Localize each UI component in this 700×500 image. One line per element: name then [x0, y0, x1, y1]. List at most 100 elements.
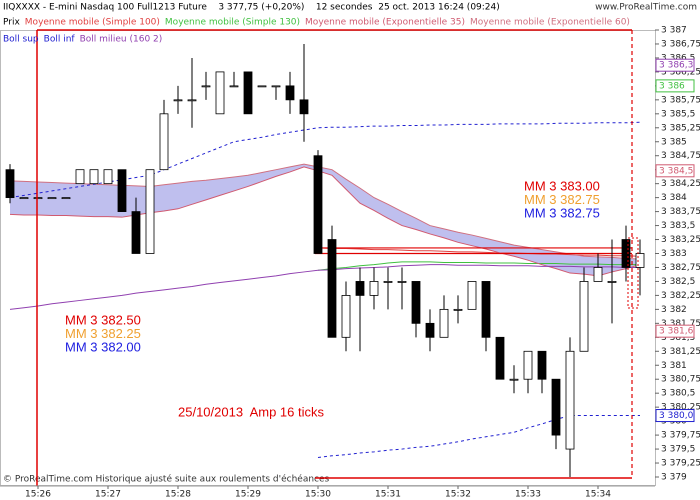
- plot: [5, 43, 645, 477]
- y-tick-label: 3 386,75: [661, 39, 700, 49]
- price-box: [655, 164, 695, 178]
- candle-body: [551, 378, 561, 436]
- y-tick-label: 3 381,25: [661, 347, 700, 357]
- candle-body: [621, 239, 631, 268]
- candle-body: [299, 99, 309, 115]
- candle-body: [215, 71, 225, 115]
- annotation: MM 3 382.75: [524, 205, 600, 220]
- candle-body: [131, 211, 141, 254]
- candle-body: [397, 281, 407, 283]
- price-box-label: 3 381,6: [659, 327, 694, 337]
- x-tick-label: 15:31: [375, 490, 401, 500]
- y-tick-label: 3 381,5: [661, 333, 695, 343]
- y-tick-label: 3 383: [661, 249, 687, 259]
- y-tick-label: 3 386,25: [661, 67, 700, 77]
- legend-entry: Moyenne mobile (Simple 100): [25, 18, 160, 28]
- annotation: MM 3 382.00: [65, 339, 141, 354]
- candle-body: [327, 239, 337, 338]
- candle-body: [5, 169, 15, 199]
- candle-body: [313, 155, 323, 254]
- x-tick-label: 15:32: [445, 490, 471, 500]
- price-box: [655, 409, 695, 423]
- candle-body: [425, 322, 435, 338]
- y-tick-label: 3 379,75: [661, 431, 700, 441]
- y-tick-label: 3 385,75: [661, 95, 700, 105]
- annotation: 25/10/2013 Amp 16 ticks: [178, 404, 324, 419]
- y-tick-label: 3 380,75: [661, 375, 700, 385]
- candle-body: [607, 281, 617, 283]
- candle-body: [635, 253, 645, 268]
- candle-body: [19, 197, 29, 200]
- series-line: [317, 247, 641, 257]
- y-tick-label: 3 387: [661, 26, 687, 36]
- candle-body: [411, 281, 421, 324]
- annotation: MM 3 382.50: [65, 312, 141, 327]
- candle-body: [47, 197, 57, 200]
- y-tick-label: 3 379,5: [661, 445, 695, 455]
- legend-entry: Boll sup: [3, 35, 39, 45]
- footer: © ProRealTime.com Historique ajusté suit…: [3, 474, 330, 485]
- y-tick-label: 3 380,25: [661, 403, 700, 413]
- candle-body: [201, 85, 211, 88]
- x-tick-label: 15:26: [25, 490, 51, 500]
- y-tick-label: 3 382,5: [661, 277, 695, 287]
- price-box-label: 3 384,5: [659, 166, 693, 176]
- candle-body: [369, 281, 379, 296]
- series-line: [317, 415, 640, 458]
- y-tick-label: 3 379,25: [661, 459, 700, 469]
- candle-body: [145, 169, 155, 254]
- candle-body: [565, 350, 575, 450]
- price-box-label: 3 380,0: [659, 411, 694, 421]
- candle-body: [593, 267, 603, 282]
- y-tick-label: 3 381,75: [661, 319, 700, 329]
- candle-body: [341, 295, 351, 338]
- candle-body: [75, 169, 85, 185]
- annotation: MM 3 382.25: [65, 326, 141, 341]
- x-tick-label: 15:27: [95, 490, 121, 500]
- annotation: MM 3 382.75: [524, 192, 600, 207]
- candle-body: [453, 308, 463, 311]
- legend-entry: Moyenne mobile (Exponentielle 35): [305, 18, 465, 28]
- y-tick-label: 3 382: [661, 305, 687, 315]
- x-tick-label: 15:30: [305, 490, 331, 500]
- y-tick-label: 3 383,25: [661, 235, 700, 245]
- y-tick-label: 3 384: [661, 193, 687, 203]
- candle-body: [257, 85, 267, 88]
- x-tick-label: 15:28: [165, 490, 191, 500]
- legend-entry: Moyenne mobile (Simple 130): [165, 18, 300, 28]
- y-tick-label: 3 382,75: [661, 263, 700, 273]
- price-box: [655, 58, 695, 72]
- candle-body: [89, 169, 99, 185]
- legend-entry: Moyenne mobile (Exponentielle 60): [470, 18, 630, 28]
- annotation: MM 3 383.00: [524, 178, 600, 193]
- candle-body: [61, 197, 71, 200]
- y-tick-label: 3 380,5: [661, 389, 695, 399]
- candle-body: [117, 169, 127, 212]
- candle-body: [467, 281, 477, 310]
- y-tick-label: 3 385: [661, 137, 687, 147]
- highlight-box: [627, 237, 639, 309]
- y-tick-label: 3 384,75: [661, 151, 700, 161]
- y-tick-label: 3 384,25: [661, 179, 700, 189]
- candle-body: [355, 281, 365, 296]
- candle-body: [173, 99, 183, 102]
- series-line: [9, 121, 641, 199]
- candle-body: [103, 169, 113, 185]
- price-box-label: 3 386: [659, 81, 685, 91]
- candle-body: [271, 85, 281, 88]
- y-tick-label: 3 386,5: [661, 53, 695, 63]
- legend-entry: Boll milieu (160 2): [80, 35, 163, 45]
- series-line: [317, 261, 640, 271]
- y-tick-label: 3 382,25: [661, 291, 700, 301]
- candle-body: [509, 378, 519, 381]
- candle-body: [481, 281, 491, 338]
- x-tick-label: 15:29: [235, 490, 261, 500]
- y-tick-label: 3 383,5: [661, 221, 695, 231]
- candle-body: [495, 336, 505, 380]
- legend-entry: Prix: [3, 18, 20, 28]
- candle-body: [439, 308, 449, 338]
- price-box: [655, 324, 695, 338]
- candle-body: [243, 71, 253, 115]
- y-tick-label: 3 385,25: [661, 123, 700, 133]
